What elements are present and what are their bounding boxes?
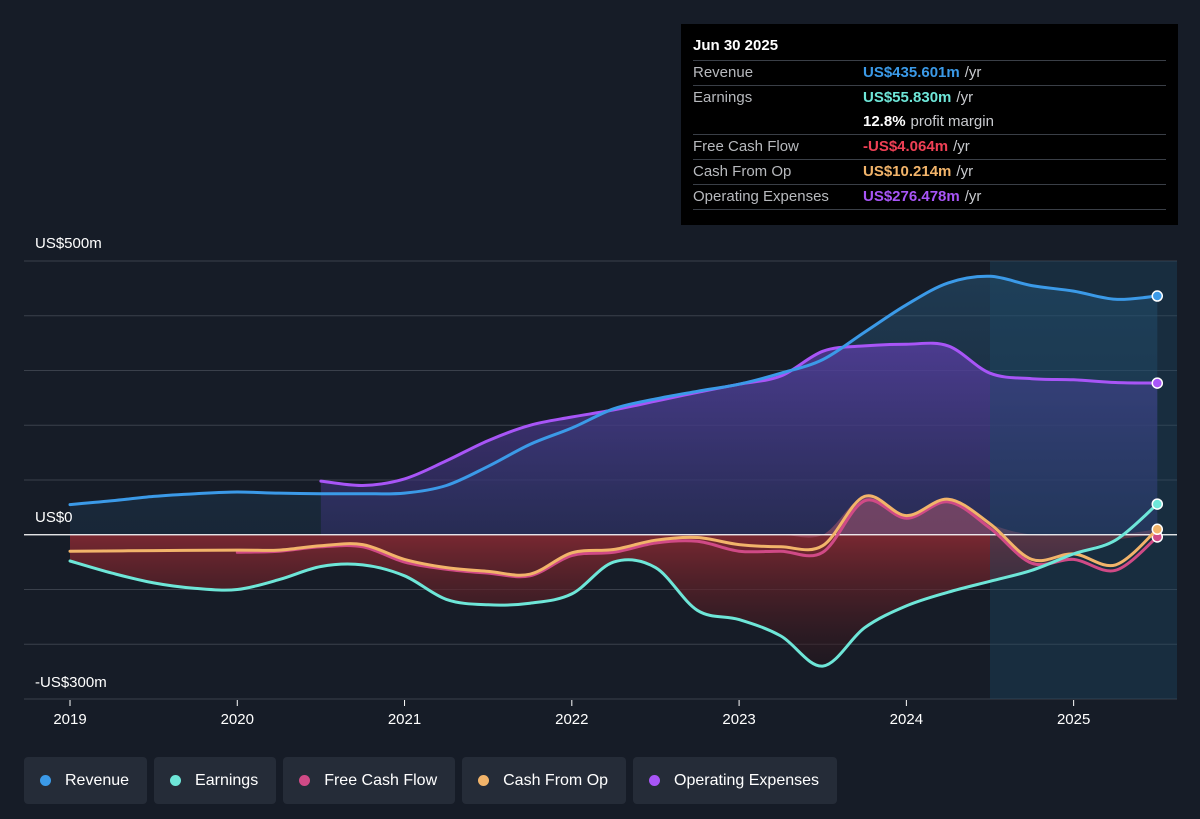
legend-label: Revenue [65, 771, 130, 789]
x-tick-label: 2023 [722, 711, 755, 728]
tooltip-row-unit: profit margin [910, 113, 994, 130]
legend-dot-icon [649, 775, 661, 786]
operating-expenses-area [320, 343, 1158, 535]
tooltip-row-unit: /yr [953, 138, 970, 155]
axis-labels: US$500m US$0 -US$300m 2019 2020 2021 2022 2023 2… [35, 235, 1090, 728]
legend-label: Cash From Op [503, 771, 609, 789]
tooltip-row-value: US$276.478m [863, 188, 960, 205]
tooltip-row-label: Cash From Op [693, 163, 792, 180]
revenue-line [68, 274, 1159, 507]
legend-dot-icon [478, 775, 490, 786]
tooltip-row-label: Operating Expenses [693, 188, 829, 205]
y-tick-label-zero: US$0 [35, 509, 73, 526]
revenue-end-point[interactable] [1151, 290, 1164, 302]
tooltip-row: Free Cash Flow -US$4.064m/yr [693, 134, 1166, 159]
earnings-end-point[interactable] [1151, 498, 1164, 510]
tooltip-row-value: US$10.214m [863, 163, 952, 180]
cash-from-op-line [68, 494, 1159, 577]
tooltip-date: Jun 30 2025 [693, 37, 779, 54]
free-cash-flow-line [235, 498, 1159, 579]
tooltip-row-value: 12.8% [863, 113, 906, 130]
tooltip-row: Earnings US$55.830m/yr [693, 85, 1166, 110]
tooltip-row-label [693, 110, 863, 134]
x-tick-label: 2019 [53, 711, 86, 728]
legend-dot-icon [170, 775, 182, 786]
tooltip-row: 12.8% profit margin [693, 110, 1166, 134]
tooltip-row-label: Free Cash Flow [693, 138, 799, 155]
legend-label: Earnings [195, 771, 259, 789]
tooltip-row-label: Revenue [693, 64, 754, 81]
tooltip-row-unit: /yr [956, 163, 974, 180]
y-tick-label-top: US$500m [35, 235, 102, 252]
tooltip-row: Operating Expenses US$276.478m/yr [693, 184, 1166, 210]
earnings-line [68, 502, 1159, 668]
x-tick-label: 2024 [890, 711, 923, 728]
x-tick-label: 2021 [388, 711, 421, 728]
tooltip-row-unit: /yr [956, 89, 974, 106]
forecast-region [990, 261, 1177, 699]
x-tick-label: 2025 [1057, 711, 1090, 728]
tooltip-row-unit: /yr [964, 188, 982, 205]
operating-expenses-end-point[interactable] [1151, 377, 1164, 389]
series-lines [68, 274, 1164, 668]
tooltip-row-value: US$435.601m [863, 64, 960, 81]
legend-label: Free Cash Flow [324, 771, 438, 789]
tooltip-row: Revenue US$435.601m/yr [693, 60, 1166, 85]
tooltip-row-value: US$55.830m [863, 89, 952, 106]
tooltip-row-label: Earnings [693, 89, 753, 106]
legend: Revenue Earnings Free Cash Flow Cash From O… [24, 757, 838, 804]
legend-item-cash-from-op[interactable]: Cash From Op [462, 757, 627, 804]
tooltip-row: Cash From Op US$10.214m/yr [693, 159, 1166, 184]
legend-dot-icon [40, 775, 51, 786]
tooltip-row-unit: /yr [964, 64, 982, 81]
legend-item-earnings[interactable]: Earnings [154, 757, 277, 804]
x-tick-label: 2020 [221, 711, 254, 728]
cash-from-op-end-point[interactable] [1151, 523, 1164, 536]
legend-label: Operating Expenses [674, 771, 820, 789]
legend-item-revenue[interactable]: Revenue [24, 757, 148, 804]
tooltip-row-value: -US$4.064m [863, 138, 949, 155]
legend-item-operating-expenses[interactable]: Operating Expenses [633, 757, 838, 804]
legend-dot-icon [299, 775, 311, 786]
legend-item-free-cash-flow[interactable]: Free Cash Flow [283, 757, 456, 804]
x-tick-label: 2022 [555, 711, 588, 728]
earnings-negative-area [70, 534, 1158, 667]
tooltip-panel: Jun 30 2025 Revenue US$435.601m/yr Earning… [681, 24, 1178, 225]
y-tick-label-bottom: -US$300m [35, 674, 107, 691]
